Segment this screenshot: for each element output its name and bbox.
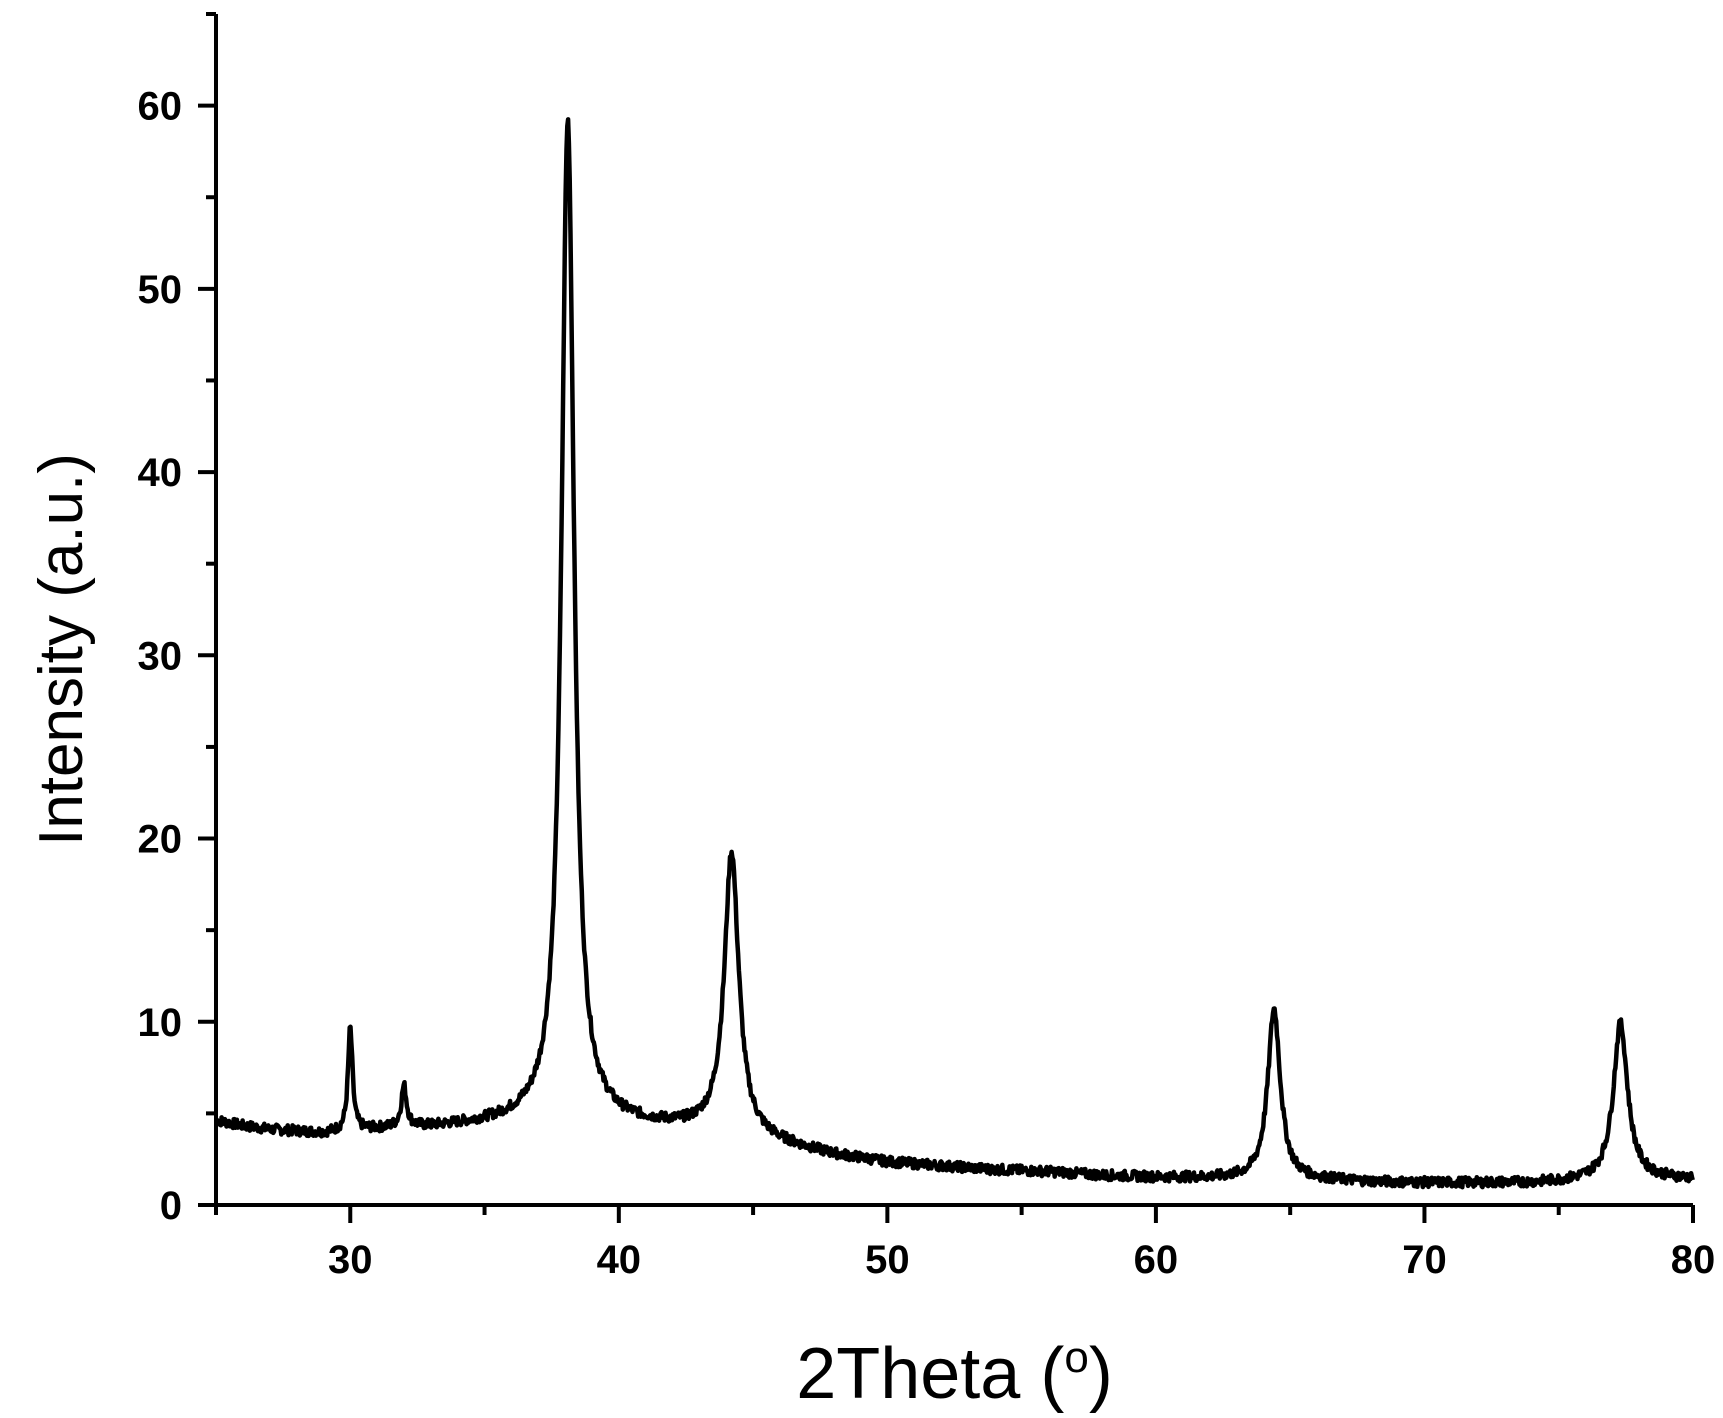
x-axis-title: 2Theta (o) [796, 1333, 1113, 1414]
y-tick-label: 40 [138, 451, 183, 495]
x-tick-label: 70 [1402, 1238, 1447, 1282]
x-tick-label: 50 [865, 1238, 910, 1282]
y-axis-ticks: 0 10 20 30 40 50 60 [138, 12, 216, 1228]
x-tick-label: 80 [1671, 1238, 1716, 1282]
plot-area [214, 117, 1695, 1190]
x-axis-ticks: 30 40 50 60 70 80 [214, 1205, 1716, 1282]
x-tick-label: 60 [1134, 1238, 1179, 1282]
y-tick-label: 10 [138, 1001, 183, 1045]
y-tick-label: 20 [138, 818, 183, 862]
y-tick-label: 30 [138, 634, 183, 678]
x-tick-label: 40 [597, 1238, 642, 1282]
xrd-pattern-line [214, 117, 1695, 1190]
y-tick-label: 50 [138, 268, 183, 312]
y-tick-label: 0 [160, 1184, 182, 1228]
y-axis-title: Intensity (a.u.) [27, 453, 96, 846]
x-tick-label: 30 [328, 1238, 373, 1282]
y-tick-label: 60 [138, 85, 183, 129]
